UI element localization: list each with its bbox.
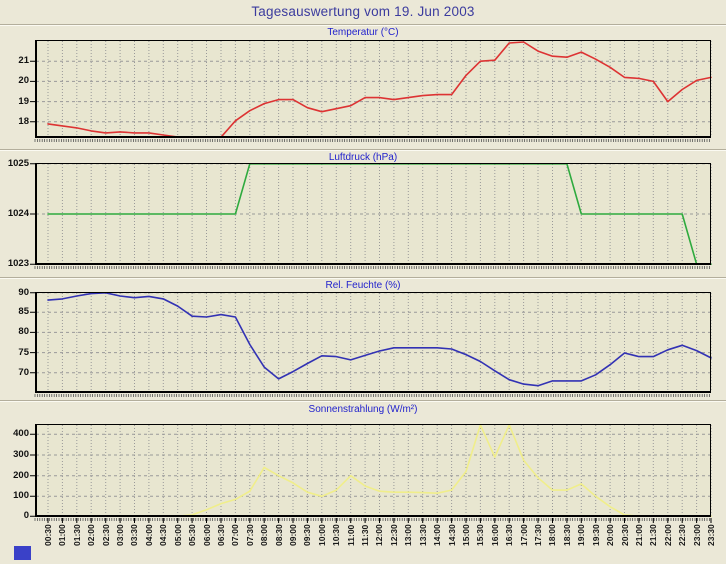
x-tick-label: 07:00 (230, 524, 241, 546)
x-tick-label: 02:30 (100, 524, 111, 546)
humidity-line (47, 292, 712, 387)
x-tick-label: 01:30 (71, 524, 82, 546)
x-tick-label: 03:00 (115, 524, 126, 546)
section-divider (0, 24, 726, 26)
temperature-chart-title: Temperatur (°C) (327, 27, 399, 38)
x-tick-label: 10:30 (331, 524, 342, 546)
x-tick-label: 16:00 (489, 524, 500, 546)
humidity-y-tick-label: 70 (18, 366, 29, 378)
x-tick-label: 06:30 (215, 524, 226, 546)
x-tick-label: 23:00 (691, 524, 702, 546)
solar-radiation-y-tick-label: 100 (13, 490, 29, 502)
x-tick-label: 22:00 (662, 524, 673, 546)
x-tick-label: 04:00 (143, 524, 154, 546)
section-divider (0, 149, 726, 151)
x-tick-label: 08:30 (273, 524, 284, 546)
temperature-y-tick-label: 21 (18, 55, 29, 67)
air-pressure-y-tick-label: 1024 (7, 208, 29, 219)
solar-radiation-y-tick-label: 400 (13, 428, 29, 440)
air-pressure-chart-canvas (30, 163, 712, 269)
x-tick-label: 15:00 (460, 524, 471, 546)
x-tick-label: 13:30 (417, 524, 428, 546)
humidity-chart-canvas (30, 292, 712, 397)
x-tick-label: 15:30 (475, 524, 486, 546)
section-divider (0, 400, 726, 402)
temperature-y-tick-label: 19 (18, 95, 29, 107)
x-tick-label: 14:00 (432, 524, 443, 546)
solar-radiation-y-tick-label: 0 (23, 510, 29, 522)
x-tick-label: 02:00 (86, 524, 97, 546)
x-tick-label: 08:00 (259, 524, 270, 546)
x-tick-label: 05:30 (187, 524, 198, 546)
x-tick-label: 12:30 (388, 524, 399, 546)
x-tick-label: 19:00 (576, 524, 587, 546)
x-tick-label: 10:00 (316, 524, 327, 546)
solar-radiation-y-tick-label: 200 (13, 469, 29, 481)
x-tick-label: 17:00 (518, 524, 529, 546)
solar-radiation-chart-canvas (30, 424, 712, 523)
x-tick-label: 00:30 (43, 524, 53, 546)
x-tick-label: 04:30 (158, 524, 169, 546)
air-pressure-y-tick-label: 1023 (7, 258, 29, 270)
x-tick-label: 18:30 (561, 524, 572, 546)
x-tick-label: 19:30 (590, 524, 601, 546)
x-tick-label: 20:00 (605, 524, 616, 546)
air-pressure-chart-title: Luftdruck (hPa) (328, 152, 398, 163)
x-tick-label: 09:00 (288, 524, 299, 546)
temperature-line (47, 41, 712, 138)
x-tick-label: 09:30 (302, 524, 313, 546)
x-tick-label: 11:30 (360, 524, 371, 546)
x-tick-label: 11:00 (345, 524, 356, 546)
x-tick-label: 13:00 (403, 524, 414, 546)
temperature-y-tick-label: 20 (18, 75, 29, 87)
air-pressure-y-tick-label: 1025 (7, 157, 29, 169)
temperature-y-tick-label: 18 (18, 115, 29, 127)
x-tick-label: 18:00 (547, 524, 558, 546)
x-tick-label: 21:30 (648, 524, 659, 546)
solar-radiation-chart-title: Sonnenstrahlung (W/m²) (308, 404, 418, 415)
x-tick-label: 14:30 (446, 524, 457, 546)
humidity-y-tick-label: 85 (18, 306, 29, 318)
x-tick-label: 12:00 (374, 524, 385, 546)
x-tick-label: 23:30 (705, 524, 716, 546)
x-tick-label: 22:30 (677, 524, 688, 546)
x-tick-label: 05:00 (172, 524, 183, 546)
page-title: Tagesauswertung vom 19. Jun 2003 (251, 4, 475, 19)
x-tick-label: 07:30 (244, 524, 255, 546)
x-tick-label: 17:30 (533, 524, 544, 546)
humidity-chart-title: Rel. Feuchte (%) (325, 280, 401, 291)
humidity-y-tick-label: 90 (18, 286, 29, 298)
section-divider (0, 277, 726, 279)
solar-radiation-y-tick-label: 300 (13, 449, 29, 460)
footer-blue-square (14, 546, 31, 560)
humidity-y-tick-label: 80 (18, 326, 29, 338)
humidity-y-tick-label: 75 (18, 346, 29, 358)
temperature-chart-canvas (30, 40, 712, 142)
x-tick-label: 16:30 (504, 524, 515, 546)
x-tick-label: 01:00 (57, 524, 68, 546)
x-tick-label: 03:30 (129, 524, 140, 546)
x-tick-label: 20:30 (619, 524, 630, 546)
x-tick-label: 21:00 (633, 524, 644, 546)
x-tick-label: 06:00 (201, 524, 212, 546)
